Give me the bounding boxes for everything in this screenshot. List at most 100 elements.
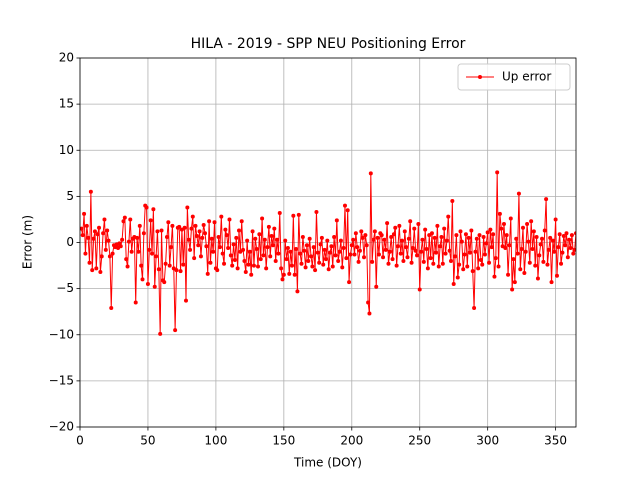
point bbox=[326, 267, 331, 272]
point bbox=[572, 247, 576, 252]
point bbox=[197, 229, 202, 234]
point bbox=[553, 217, 558, 222]
point bbox=[443, 251, 448, 256]
point bbox=[401, 258, 406, 263]
point bbox=[431, 261, 436, 266]
point bbox=[173, 328, 178, 333]
point bbox=[501, 222, 506, 227]
point bbox=[158, 331, 163, 336]
point bbox=[395, 244, 400, 249]
point bbox=[106, 238, 111, 243]
point bbox=[417, 287, 422, 292]
point bbox=[258, 257, 263, 262]
point bbox=[280, 277, 285, 282]
point bbox=[522, 270, 527, 275]
point bbox=[281, 272, 286, 277]
point bbox=[227, 217, 232, 222]
y-tick-label: 15 bbox=[59, 97, 74, 111]
point bbox=[488, 227, 493, 232]
point bbox=[398, 251, 403, 256]
point bbox=[408, 219, 413, 224]
point bbox=[474, 236, 479, 241]
point bbox=[568, 246, 573, 251]
point bbox=[245, 238, 250, 243]
point bbox=[178, 269, 183, 274]
point bbox=[144, 205, 149, 210]
point bbox=[429, 231, 434, 236]
point bbox=[447, 248, 452, 253]
point bbox=[538, 242, 543, 247]
point bbox=[148, 218, 153, 223]
point bbox=[141, 231, 146, 236]
point bbox=[565, 255, 570, 260]
point bbox=[247, 249, 252, 254]
y-tick-label: 20 bbox=[59, 51, 74, 65]
x-tick-label: 350 bbox=[544, 434, 567, 448]
point bbox=[364, 243, 369, 248]
point bbox=[194, 234, 199, 239]
point bbox=[548, 235, 553, 240]
point bbox=[534, 234, 539, 239]
point bbox=[260, 216, 265, 221]
point bbox=[196, 243, 201, 248]
point bbox=[292, 272, 297, 277]
point bbox=[164, 234, 169, 239]
point bbox=[482, 252, 487, 257]
point bbox=[410, 246, 415, 251]
point bbox=[101, 231, 106, 236]
point bbox=[306, 258, 311, 263]
point bbox=[419, 249, 424, 254]
point bbox=[379, 233, 384, 238]
point bbox=[454, 233, 459, 238]
y-tick-label: 5 bbox=[66, 189, 74, 203]
point bbox=[535, 276, 540, 281]
point bbox=[82, 211, 87, 216]
point bbox=[495, 170, 500, 175]
point bbox=[531, 229, 536, 234]
point bbox=[516, 191, 521, 196]
point bbox=[341, 246, 346, 251]
point bbox=[567, 237, 572, 242]
point bbox=[564, 231, 569, 236]
point bbox=[118, 244, 123, 249]
point bbox=[287, 271, 292, 276]
point bbox=[529, 219, 534, 224]
point bbox=[349, 243, 354, 248]
point bbox=[459, 239, 464, 244]
point bbox=[492, 274, 497, 279]
point bbox=[235, 266, 240, 271]
point bbox=[230, 263, 235, 268]
point bbox=[163, 261, 168, 266]
point bbox=[319, 235, 324, 240]
point bbox=[366, 300, 371, 305]
point bbox=[269, 234, 274, 239]
point bbox=[383, 247, 388, 252]
point bbox=[542, 228, 547, 233]
point bbox=[457, 262, 462, 267]
legend-label: Up error bbox=[502, 70, 551, 84]
point bbox=[438, 244, 443, 249]
point bbox=[228, 253, 233, 258]
point bbox=[291, 213, 296, 218]
point bbox=[266, 224, 271, 229]
point bbox=[458, 229, 463, 234]
point bbox=[423, 227, 428, 232]
point bbox=[122, 215, 127, 220]
point bbox=[493, 256, 498, 261]
point bbox=[463, 232, 468, 237]
point bbox=[525, 222, 530, 227]
point bbox=[88, 189, 93, 194]
point bbox=[92, 229, 97, 234]
point bbox=[145, 282, 150, 287]
y-tick-label: 0 bbox=[66, 235, 74, 249]
point bbox=[156, 267, 161, 272]
point bbox=[309, 254, 314, 259]
point bbox=[342, 203, 347, 208]
point bbox=[198, 254, 203, 259]
point bbox=[415, 253, 420, 258]
point bbox=[296, 212, 301, 217]
point bbox=[353, 231, 358, 236]
point bbox=[302, 248, 307, 253]
point bbox=[98, 270, 103, 275]
point bbox=[371, 237, 376, 242]
